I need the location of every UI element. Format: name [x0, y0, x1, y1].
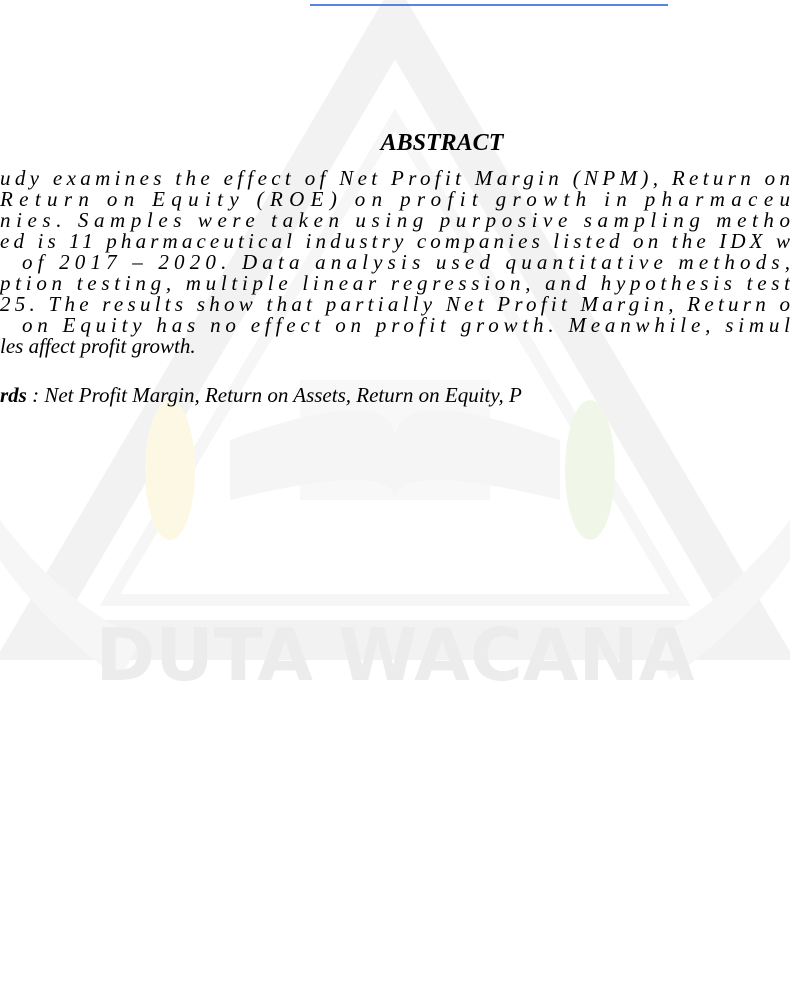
watermark-text: DUTA WACANA — [96, 613, 695, 697]
keywords-label: rds — [0, 383, 27, 407]
page: DUTA WACANA ABSTRACT udy examines the ef… — [0, 0, 790, 1000]
keywords: rds : Net Profit Margin, Return on Asset… — [0, 383, 522, 407]
abstract-line: les affect profit growth. — [0, 334, 196, 358]
abstract-heading: ABSTRACT — [379, 130, 505, 156]
keywords-text: : Net Profit Margin, Return on Assets, R… — [27, 383, 522, 407]
abstract-body: udy examines the effect of Net Profit Ma… — [0, 166, 790, 358]
